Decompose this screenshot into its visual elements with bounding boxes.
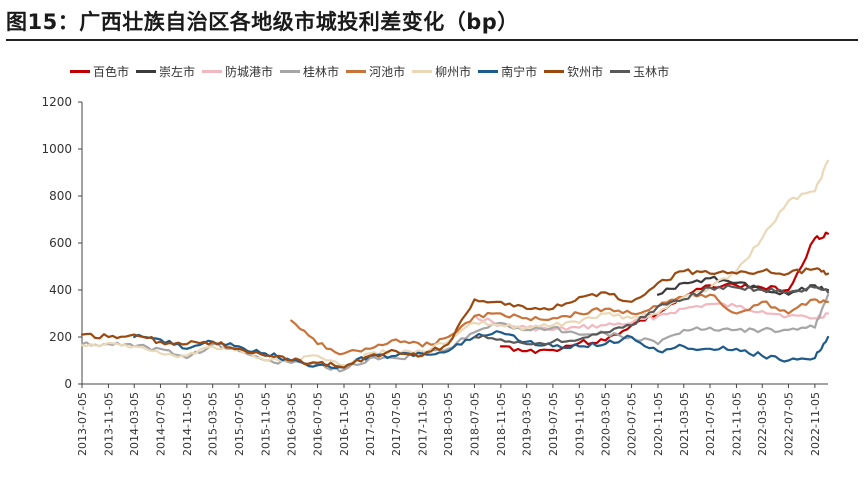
- series-line: [473, 284, 830, 346]
- series-line: [473, 302, 830, 332]
- legend-item: 崇左市: [136, 63, 195, 80]
- y-tick-label: 0: [64, 377, 72, 391]
- x-tick-label: 2015-07-05: [233, 392, 246, 456]
- x-tick-label: 2020-03-05: [599, 392, 612, 456]
- legend-swatch: [70, 70, 90, 73]
- legend-label: 百色市: [93, 65, 130, 79]
- legend-label: 河池市: [369, 65, 406, 79]
- series-line: [80, 159, 830, 367]
- legend-item: 南宁市: [478, 63, 537, 80]
- y-tick-label: 800: [49, 189, 72, 203]
- legend-swatch: [610, 70, 631, 73]
- legend-swatch: [202, 70, 223, 73]
- x-tick-label: 2020-11-05: [652, 392, 665, 456]
- x-tick-label: 2021-07-05: [704, 392, 717, 456]
- legend-item: 百色市: [70, 63, 129, 80]
- y-tick-label: 200: [49, 330, 72, 344]
- x-tick-label: 2019-11-05: [573, 392, 586, 456]
- legend-item: 桂林市: [280, 63, 339, 80]
- legend-label: 玉林市: [633, 65, 670, 79]
- x-tick-label: 2016-03-05: [285, 392, 298, 456]
- y-tick-label: 1000: [41, 142, 72, 156]
- x-tick-label: 2014-07-05: [154, 392, 167, 456]
- x-tick-label: 2015-11-05: [259, 392, 272, 456]
- x-tick-label: 2017-11-05: [416, 392, 429, 456]
- x-tick-label: 2018-03-05: [442, 392, 455, 456]
- x-tick-label: 2017-03-05: [364, 392, 377, 456]
- x-tick-label: 2013-07-05: [76, 392, 89, 456]
- legend-label: 柳州市: [435, 65, 472, 79]
- x-tick-label: 2020-07-05: [626, 392, 639, 456]
- x-tick-label: 2013-11-05: [102, 392, 115, 456]
- legend-item: 玉林市: [610, 63, 669, 80]
- x-tick-label: 2019-07-05: [547, 392, 560, 456]
- y-tick-label: 600: [49, 236, 72, 250]
- legend-label: 桂林市: [303, 65, 340, 79]
- x-tick-label: 2014-03-05: [128, 392, 141, 456]
- x-tick-label: 2014-11-05: [181, 392, 194, 456]
- legend-label: 南宁市: [501, 65, 538, 79]
- x-tick-label: 2022-07-05: [782, 392, 795, 456]
- legend-swatch: [136, 70, 157, 73]
- legend-label: 崇左市: [159, 65, 196, 79]
- legend-swatch: [412, 70, 433, 73]
- title-divider: [6, 39, 858, 41]
- legend-label: 钦州市: [567, 65, 604, 79]
- chart-legend: 百色市 崇左市 防城港市 桂林市 河池市 柳州市 南宁市 钦州市 玉林市: [70, 62, 676, 80]
- legend-swatch: [478, 70, 499, 73]
- legend-label: 防城港市: [225, 65, 274, 79]
- chart-title: 图15：广西壮族自治区各地级市城投利差变化（bp）: [6, 10, 519, 34]
- x-tick-label: 2018-11-05: [495, 392, 508, 456]
- series-line: [290, 293, 830, 356]
- x-tick-label: 2017-07-05: [390, 392, 403, 456]
- x-tick-label: 2022-11-05: [809, 392, 822, 456]
- series-line: [133, 330, 830, 370]
- x-tick-label: 2018-07-05: [468, 392, 481, 456]
- x-tick-label: 2022-03-05: [756, 392, 769, 456]
- x-tick-label: 2015-03-05: [207, 392, 220, 456]
- y-tick-label: 400: [49, 283, 72, 297]
- legend-item: 钦州市: [544, 63, 603, 80]
- legend-item: 河池市: [346, 63, 405, 80]
- legend-swatch: [280, 70, 301, 73]
- legend-item: 柳州市: [412, 63, 471, 80]
- y-tick-label: 1200: [41, 95, 72, 109]
- legend-item: 防城港市: [202, 63, 273, 80]
- x-tick-label: 2021-03-05: [678, 392, 691, 456]
- legend-swatch: [544, 70, 565, 73]
- x-tick-label: 2016-07-05: [312, 392, 325, 456]
- x-tick-label: 2021-11-05: [730, 392, 743, 456]
- x-tick-label: 2019-03-05: [521, 392, 534, 456]
- x-tick-label: 2016-11-05: [338, 392, 351, 456]
- series-line: [80, 267, 830, 369]
- series-layer: [80, 159, 830, 373]
- chart-axes: 0 200 400 600 800 1000 1200 2013-07-05 2013-11-0…: [41, 95, 828, 456]
- legend-swatch: [346, 70, 367, 73]
